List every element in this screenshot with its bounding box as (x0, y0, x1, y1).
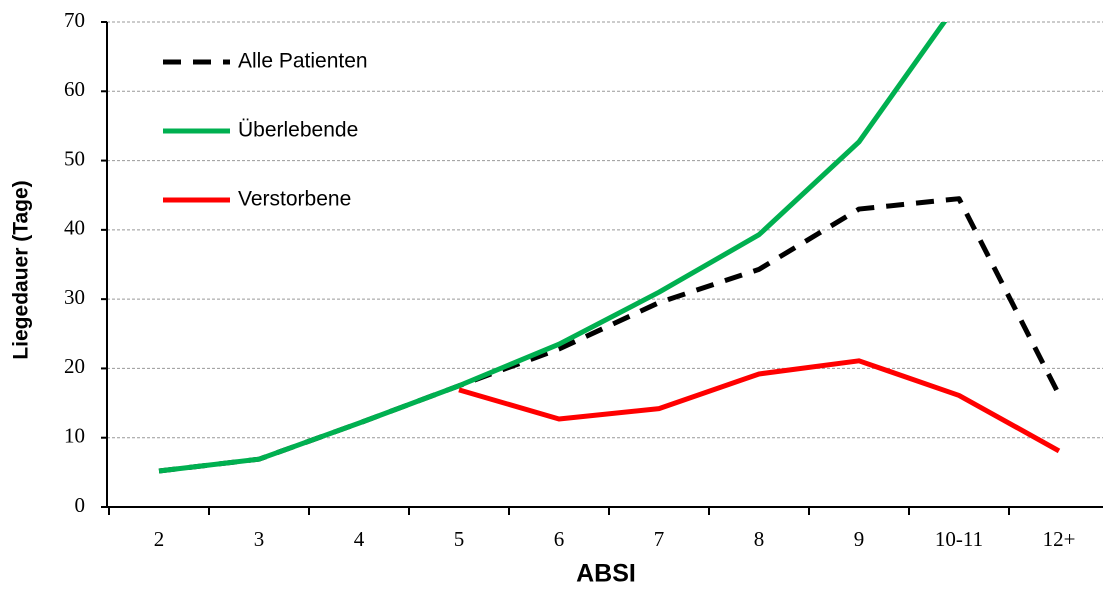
y-tick-label: 50 (64, 146, 85, 170)
y-tick-label: 40 (64, 216, 85, 240)
plot-lines (158, 22, 1062, 474)
x-tick-label: 10-11 (935, 527, 983, 551)
y-tick-label: 0 (75, 493, 86, 517)
x-tick-label: 4 (354, 527, 365, 551)
x-tick-label: 2 (154, 527, 165, 551)
y-tick-label: 20 (64, 354, 85, 378)
legend-label: Verstorbene (238, 188, 351, 211)
series-line (158, 196, 1062, 474)
x-tick-label: 12+ (1043, 527, 1076, 551)
x-tick-label: 3 (254, 527, 265, 551)
x-tick-label: 6 (554, 527, 565, 551)
y-tick-label: 30 (64, 285, 85, 309)
x-tick-label: 8 (754, 527, 765, 551)
legend-label: Alle Patienten (238, 50, 368, 73)
y-axis-title: Liegedauer (Tage) (10, 180, 33, 359)
y-tick-label: 10 (64, 424, 85, 448)
x-tick-label: 5 (454, 527, 465, 551)
series-line (458, 358, 1061, 454)
y-tick-label: 70 (64, 8, 85, 32)
y-tick-label: 60 (64, 77, 85, 101)
x-tick-label: 9 (854, 527, 865, 551)
x-axis-title: ABSI (576, 560, 636, 588)
legend-label: Überlebende (238, 119, 358, 142)
series-line (158, 22, 948, 474)
x-tick-label: 7 (654, 527, 665, 551)
